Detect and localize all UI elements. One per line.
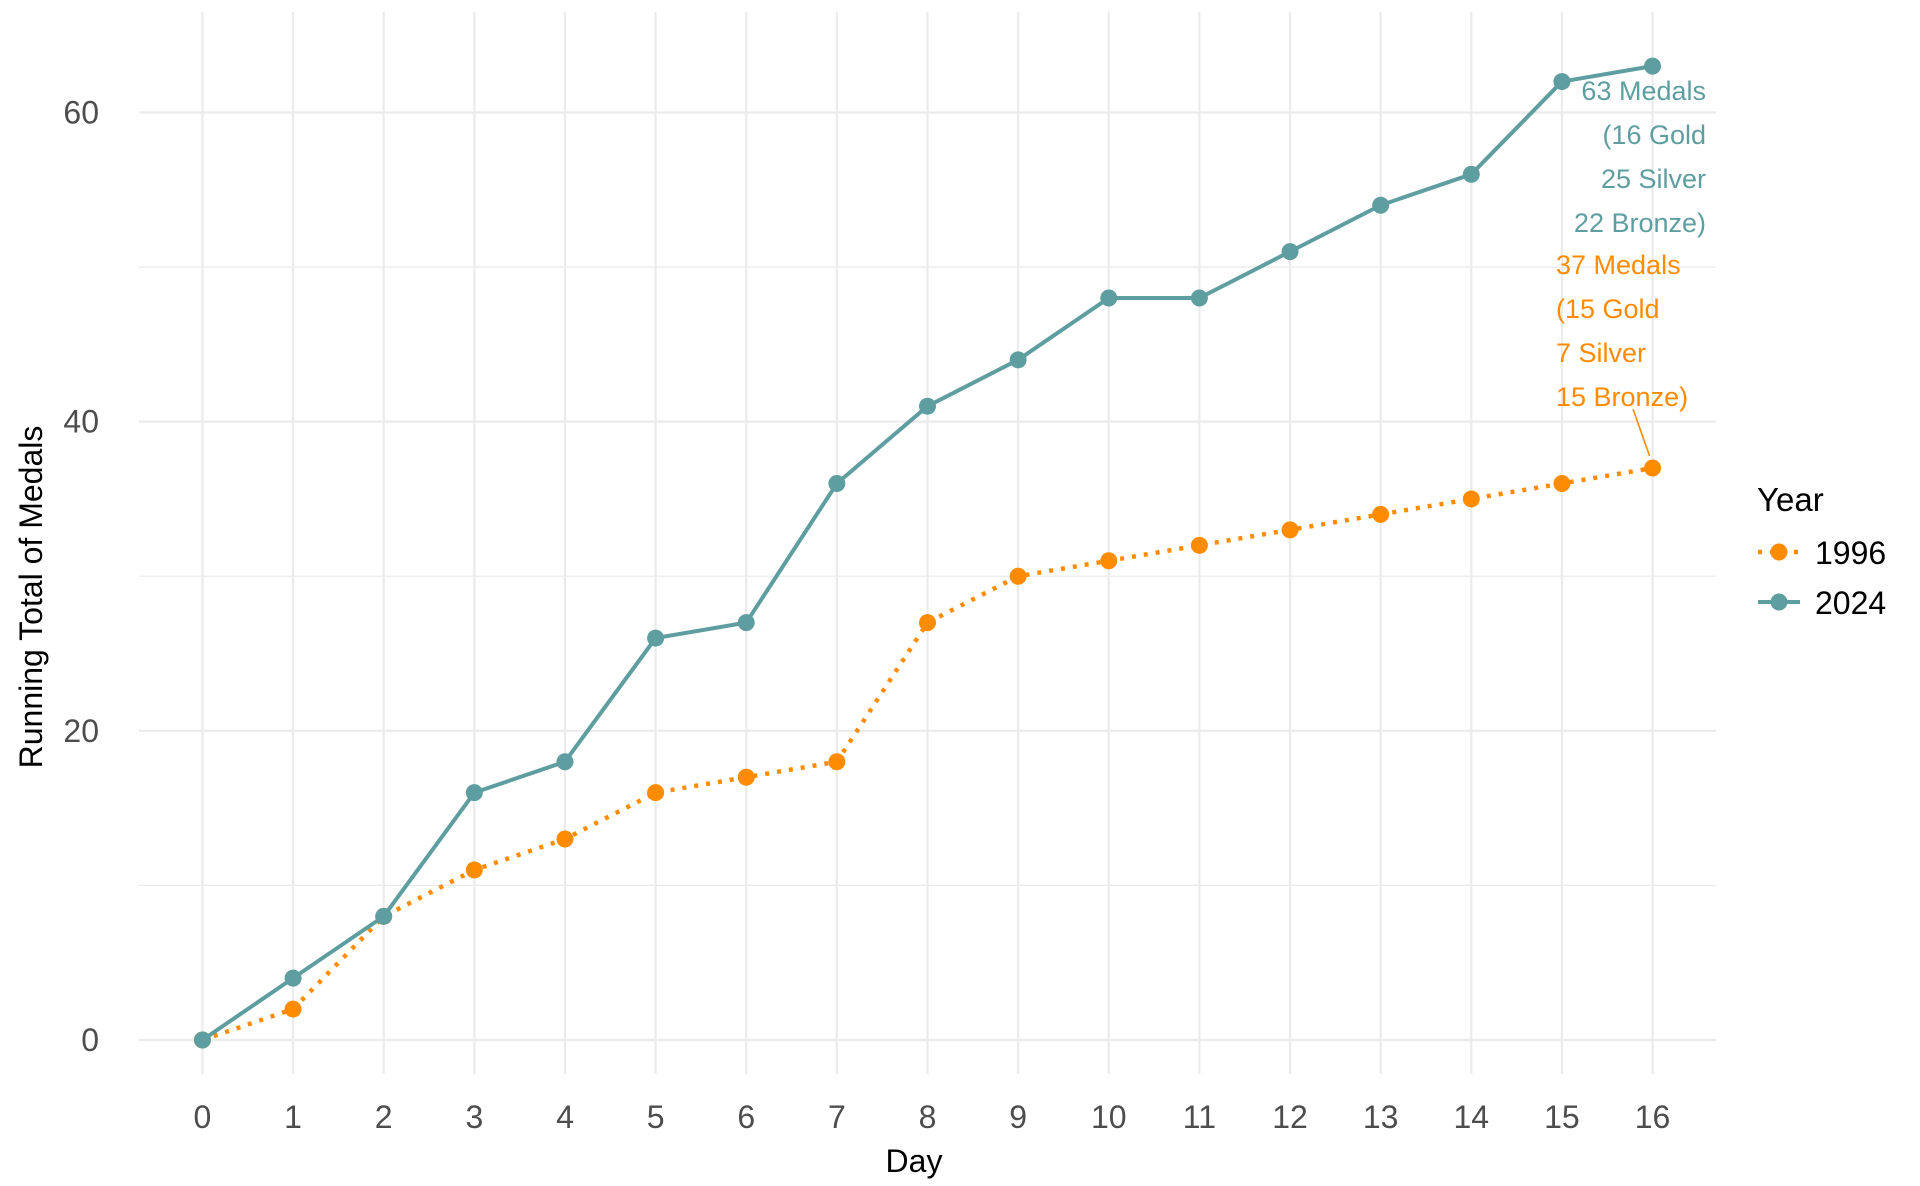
data-point-1996 xyxy=(1190,536,1208,554)
legend-title: Year xyxy=(1757,481,1824,518)
legend-key-point-2024 xyxy=(1770,593,1788,611)
data-point-2024 xyxy=(919,397,936,415)
data-point-2024 xyxy=(193,1031,211,1049)
data-point-2024 xyxy=(737,614,755,632)
legend-label-1996: 1996 xyxy=(1815,535,1886,571)
data-point-2024 xyxy=(465,784,483,802)
grid-major xyxy=(139,12,1716,1074)
y-axis-ticks: 0 20 40 60 xyxy=(63,94,99,1058)
data-point-2024 xyxy=(284,969,302,987)
x-tick-label: 15 xyxy=(1544,1099,1580,1135)
annotation-label-2024: 25 Silver xyxy=(1601,164,1706,194)
data-point-1996 xyxy=(919,614,936,632)
data-point-2024 xyxy=(1644,57,1662,75)
data-point-2024 xyxy=(1553,73,1571,91)
y-tick-label: 0 xyxy=(81,1022,99,1058)
y-tick-label: 60 xyxy=(63,94,99,130)
x-tick-label: 12 xyxy=(1272,1099,1308,1135)
data-point-1996 xyxy=(1372,505,1390,523)
legend: Year 1996 2024 xyxy=(1757,481,1886,621)
data-point-1996 xyxy=(647,784,665,802)
data-point-1996 xyxy=(1553,474,1571,492)
x-tick-label: 13 xyxy=(1363,1099,1399,1135)
data-point-1996 xyxy=(1100,552,1118,570)
data-point-1996 xyxy=(1281,521,1299,539)
x-tick-label: 8 xyxy=(919,1099,937,1135)
annotation-label-2024: 63 Medals xyxy=(1581,76,1706,106)
annotation-label-2024: 22 Bronze) xyxy=(1574,208,1706,238)
data-point-1996 xyxy=(737,768,755,786)
x-tick-label: 14 xyxy=(1453,1099,1489,1135)
x-tick-label: 2 xyxy=(375,1099,393,1135)
x-tick-label: 10 xyxy=(1091,1099,1127,1135)
data-point-2024 xyxy=(647,629,665,647)
annotation-leader-line xyxy=(1632,408,1651,457)
data-point-1996 xyxy=(1462,490,1480,508)
x-tick-label: 0 xyxy=(194,1099,212,1135)
x-tick-label: 9 xyxy=(1009,1099,1027,1135)
x-tick-label: 6 xyxy=(737,1099,755,1135)
x-tick-label: 3 xyxy=(465,1099,483,1135)
annotation-label-1996: 15 Bronze) xyxy=(1556,382,1688,412)
data-point-1996 xyxy=(1644,459,1662,477)
legend-key-point-1996 xyxy=(1770,543,1788,561)
data-point-2024 xyxy=(1009,351,1027,369)
y-tick-label: 20 xyxy=(63,713,99,749)
x-tick-label: 7 xyxy=(828,1099,846,1135)
data-point-2024 xyxy=(1281,243,1299,261)
annotation-layer: 63 Medals (16 Gold 25 Silver 22 Bronze) 37 M… xyxy=(1556,76,1706,457)
x-tick-label: 5 xyxy=(647,1099,665,1135)
data-point-2024 xyxy=(556,753,574,771)
x-tick-label: 16 xyxy=(1635,1099,1671,1135)
annotation-label-1996: (15 Gold xyxy=(1556,294,1660,324)
data-point-2024 xyxy=(1190,289,1208,307)
x-tick-label: 11 xyxy=(1183,1099,1216,1135)
data-point-1996 xyxy=(465,861,483,879)
data-point-1996 xyxy=(556,830,574,848)
annotation-label-1996: 37 Medals xyxy=(1556,250,1681,280)
data-point-1996 xyxy=(1009,567,1027,585)
data-point-2024 xyxy=(1100,289,1118,307)
x-tick-label: 4 xyxy=(556,1099,574,1135)
annotation-label-1996: 7 Silver xyxy=(1556,338,1646,368)
annotation-label-2024: (16 Gold xyxy=(1602,120,1706,150)
data-point-2024 xyxy=(375,907,393,925)
data-point-2024 xyxy=(828,474,846,492)
y-axis-title: Running Total of Medals xyxy=(13,426,49,769)
legend-label-2024: 2024 xyxy=(1815,585,1886,621)
x-axis-ticks: 0 1 2 3 4 5 6 7 8 9 10 11 12 13 14 15 16 xyxy=(194,1099,1671,1135)
y-tick-label: 40 xyxy=(63,404,99,440)
data-point-2024 xyxy=(1462,165,1480,183)
data-point-1996 xyxy=(828,753,846,771)
x-axis-title: Day xyxy=(886,1143,943,1179)
data-point-2024 xyxy=(1372,196,1390,214)
x-tick-label: 1 xyxy=(284,1099,302,1135)
series-layer xyxy=(193,57,1662,1049)
data-point-1996 xyxy=(284,1000,302,1018)
